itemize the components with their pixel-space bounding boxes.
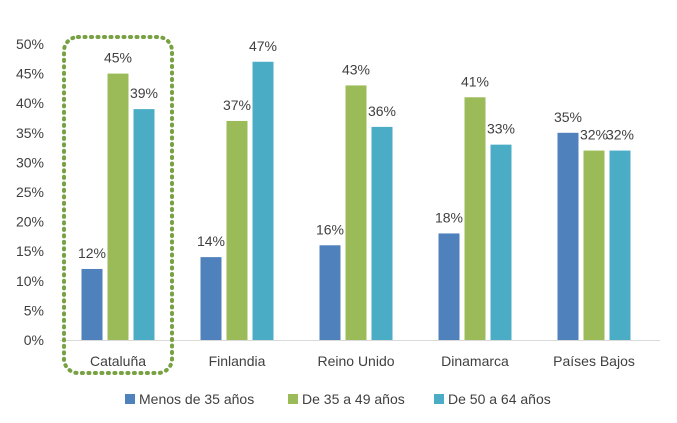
bar	[133, 109, 155, 341]
legend-label: De 35 a 49 años	[302, 391, 405, 407]
y-tick-label: 45%	[16, 66, 44, 82]
bar	[464, 97, 486, 340]
bars	[81, 61, 631, 341]
x-tick-label: Finlandia	[209, 353, 266, 369]
bar	[371, 126, 393, 340]
data-label: 33%	[487, 121, 515, 137]
data-label: 45%	[104, 50, 132, 66]
y-tick-label: 5%	[24, 302, 44, 318]
data-labels: 12% 45% 39% 14% 37% 47% 16% 43% 36% 18% 41% 33% 35% 3…	[78, 38, 634, 261]
bar	[609, 150, 631, 340]
highlight-box	[62, 35, 174, 375]
bar	[200, 257, 222, 340]
y-tick-label: 30%	[16, 154, 44, 170]
y-tick-label: 25%	[16, 184, 44, 200]
y-axis: 0% 5% 10% 15% 20% 25% 30% 35% 40% 45% 50%	[16, 36, 44, 348]
legend-swatch	[125, 394, 135, 404]
data-label: 14%	[197, 233, 225, 249]
bar	[81, 268, 103, 340]
x-tick-label: Dinamarca	[441, 353, 509, 369]
x-tick-label: Cataluña	[90, 353, 146, 369]
y-tick-label: 50%	[16, 36, 44, 52]
legend: Menos de 35 años De 35 a 49 años De 50 a 6…	[125, 391, 551, 407]
y-tick-label: 40%	[16, 95, 44, 111]
bar	[557, 132, 579, 340]
legend-label: Menos de 35 años	[139, 391, 254, 407]
data-label: 18%	[435, 209, 463, 225]
bar	[345, 85, 367, 340]
data-label: 39%	[130, 85, 158, 101]
y-tick-label: 35%	[16, 125, 44, 141]
bar	[319, 245, 341, 340]
data-label: 35%	[554, 109, 582, 125]
legend-swatch	[434, 394, 444, 404]
data-label: 41%	[461, 73, 489, 89]
y-tick-label: 20%	[16, 214, 44, 230]
data-label: 32%	[606, 127, 634, 143]
bar	[490, 144, 512, 340]
data-label: 12%	[78, 245, 106, 261]
bar	[438, 233, 460, 340]
data-label: 32%	[580, 127, 608, 143]
data-label: 16%	[316, 221, 344, 237]
bar	[252, 61, 274, 340]
y-tick-label: 0%	[24, 332, 44, 348]
data-label: 37%	[223, 97, 251, 113]
data-label: 36%	[368, 103, 396, 119]
data-label: 43%	[342, 61, 370, 77]
y-tick-label: 10%	[16, 273, 44, 289]
bar	[226, 120, 248, 341]
x-tick-label: Países Bajos	[553, 353, 635, 369]
x-tick-label: Reino Unido	[317, 353, 394, 369]
bar	[107, 73, 129, 340]
y-tick-label: 15%	[16, 243, 44, 259]
bar	[583, 150, 605, 340]
legend-label: De 50 a 64 años	[448, 391, 551, 407]
x-axis: Cataluña Finlandia Reino Unido Dinamarca Paí…	[60, 340, 660, 369]
data-label: 47%	[249, 38, 277, 54]
legend-swatch	[288, 394, 298, 404]
